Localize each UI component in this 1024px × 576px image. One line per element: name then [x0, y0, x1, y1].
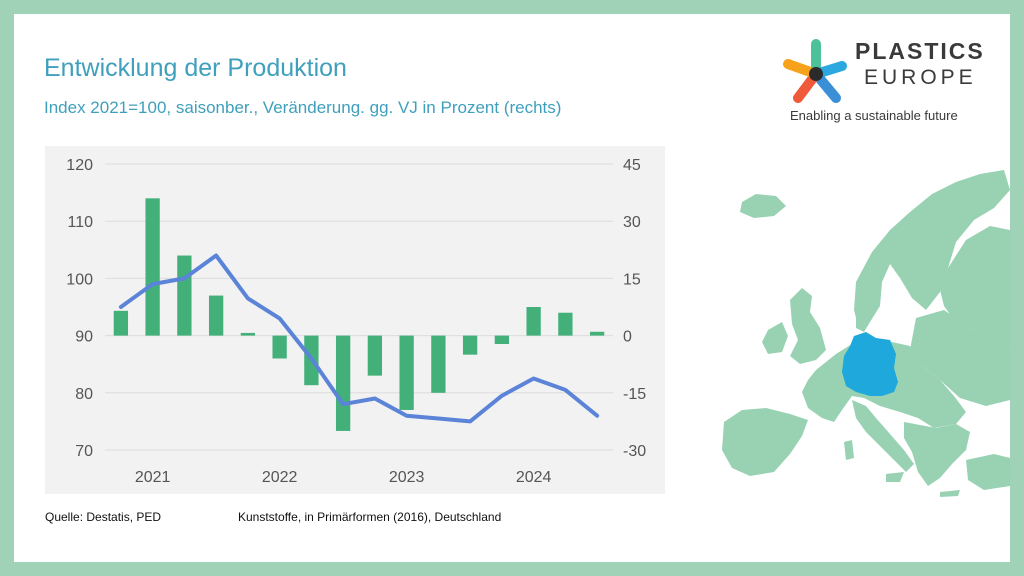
- bar: [399, 335, 414, 410]
- y-right-tick-label: 15: [623, 271, 641, 288]
- y-left-tick-label: 90: [75, 329, 93, 346]
- bar: [367, 335, 383, 376]
- y-right-tick-label: 30: [623, 214, 641, 231]
- bar: [145, 198, 160, 336]
- logo-line-1: PLASTICS: [855, 38, 985, 64]
- bar: [589, 331, 605, 336]
- bar: [558, 312, 573, 336]
- y-right-tick-label: 0: [623, 329, 632, 346]
- bar: [208, 295, 224, 336]
- production-chart: 70 80 90 100 110 120 -30 -15 0 15 30 45 2021 2022 2023…: [45, 146, 665, 494]
- germany-highlight: [842, 332, 898, 396]
- bar: [335, 335, 351, 431]
- bar: [240, 332, 256, 336]
- y-left-tick-label: 100: [66, 271, 93, 288]
- y-left-tick-label: 110: [67, 214, 93, 231]
- chart-description: Kunststoffe, in Primärformen (2016), Deu…: [238, 510, 502, 524]
- source-note: Quelle: Destatis, PED: [45, 510, 162, 524]
- slide: Entwicklung der Produktion Index 2021=10…: [14, 14, 1010, 562]
- bar: [462, 335, 478, 355]
- bar: [272, 335, 287, 359]
- logo-line-2: EUROPE: [864, 66, 977, 89]
- y-right-tick-label: 45: [623, 157, 641, 174]
- x-tick-label: 2023: [389, 469, 425, 486]
- bar: [177, 255, 192, 336]
- x-tick-label: 2022: [262, 469, 298, 486]
- y-right-tick-label: -30: [623, 443, 646, 460]
- slide-title: Entwicklung der Produktion: [44, 54, 347, 82]
- x-tick-label: 2021: [135, 469, 171, 486]
- bar: [526, 307, 541, 336]
- europe-map-icon: [722, 170, 1010, 497]
- y-left-tick-label: 70: [75, 443, 93, 460]
- bar: [431, 335, 446, 393]
- y-left-tick-label: 80: [75, 386, 93, 403]
- bar: [494, 335, 510, 344]
- x-tick-label: 2024: [516, 469, 552, 486]
- y-left-tick-label: 120: [66, 157, 93, 174]
- slide-subtitle: Index 2021=100, saisonber., Veränderung.…: [44, 98, 562, 117]
- y-right-tick-label: -15: [623, 386, 646, 403]
- star-burst-icon: [783, 39, 847, 103]
- plastics-europe-logo: PLASTICS EUROPE Enabling a sustainable f…: [778, 28, 998, 123]
- bar: [113, 310, 129, 336]
- logo-tagline: Enabling a sustainable future: [790, 108, 958, 123]
- index-line: [118, 253, 600, 424]
